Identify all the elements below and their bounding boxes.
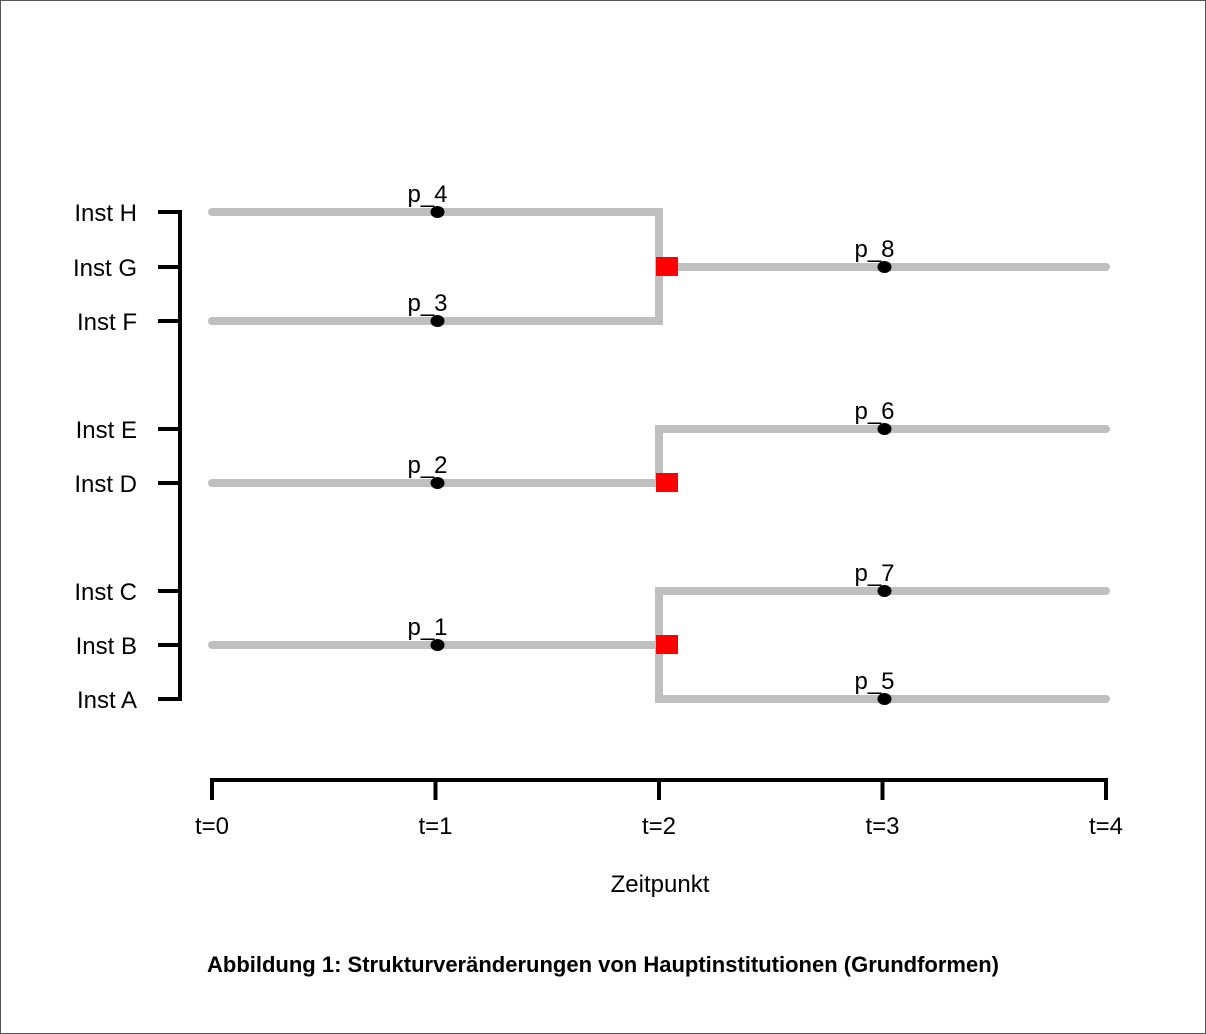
y-tick-label-inst-b: Inst B: [76, 633, 137, 660]
event-marker-2: [656, 473, 678, 492]
axes-layer: Inst A Inst B Inst C Inst D Inst E Inst F Inst…: [73, 200, 1123, 840]
point-p-4: [430, 206, 445, 218]
point-p-2: [430, 477, 445, 489]
points-layer: [430, 206, 892, 705]
point-p-5: [877, 693, 892, 705]
path-label-p-8: p_8: [854, 236, 894, 263]
x-tick-label-t-2: t=2: [642, 813, 676, 840]
point-p-1: [430, 639, 445, 651]
path-label-p-7: p_7: [854, 560, 894, 587]
point-p-7: [877, 585, 892, 597]
paths-layer: [208, 208, 1110, 703]
x-tick-label-t-4: t=4: [1089, 813, 1123, 840]
figure-caption: Abbildung 1: Strukturveränderungen von H…: [207, 952, 999, 977]
point-p-6: [877, 423, 892, 435]
x-axis-title: Zeitpunkt: [611, 871, 710, 898]
path-label-p-2: p_2: [407, 452, 447, 479]
y-tick-label-inst-a: Inst A: [77, 687, 137, 714]
point-p-3: [430, 315, 445, 327]
x-tick-label-t-1: t=1: [418, 813, 452, 840]
path-line-p-7: [655, 587, 1110, 649]
path-line-p-4: [208, 208, 663, 271]
x-tick-label-t-3: t=3: [865, 813, 899, 840]
events-layer: [656, 257, 678, 654]
y-tick-label-inst-g: Inst G: [73, 255, 137, 282]
path-line-p-6: [655, 425, 1110, 487]
labels-layer: p_4 p_3 p_8 p_2 p_6 p_1 p_7 p_5: [407, 181, 894, 695]
y-tick-label-inst-f: Inst F: [77, 309, 137, 336]
path-label-p-4: p_4: [407, 181, 447, 208]
y-tick-label-inst-d: Inst D: [74, 471, 137, 498]
point-p-8: [877, 261, 892, 273]
path-label-p-5: p_5: [854, 668, 894, 695]
y-tick-label-inst-c: Inst C: [74, 579, 137, 606]
y-tick-label-inst-e: Inst E: [76, 417, 137, 444]
x-tick-label-t-0: t=0: [195, 813, 229, 840]
path-label-p-1: p_1: [407, 614, 447, 641]
path-label-p-6: p_6: [854, 398, 894, 425]
y-tick-label-inst-h: Inst H: [74, 200, 137, 227]
path-line-p-3: [208, 263, 663, 325]
event-marker-3: [656, 635, 678, 654]
event-marker-1: [656, 257, 678, 276]
path-label-p-3: p_3: [407, 290, 447, 317]
path-line-p-5: [655, 641, 1110, 703]
